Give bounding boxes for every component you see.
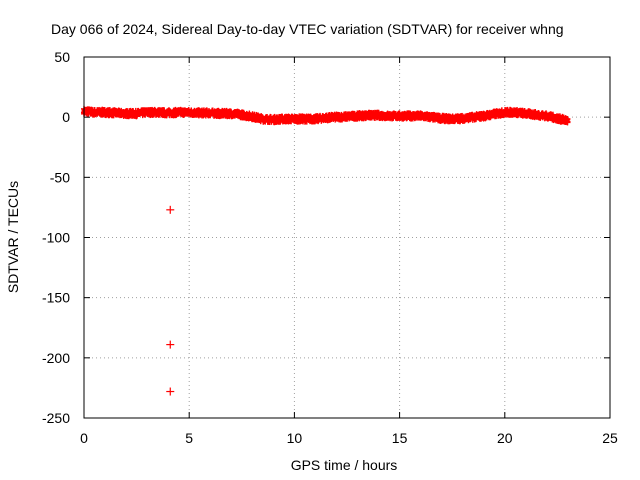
y-axis-label: SDTVAR / TECUs [5,181,21,293]
x-tick-label: 25 [602,430,618,446]
y-tick-labels: 50 0 -50 -100 -150 -200 -250 [42,49,70,426]
x-tick-label: 15 [392,430,408,446]
outlier-point [166,387,175,396]
chart-title: Day 066 of 2024, Sidereal Day-to-day VTE… [51,21,564,37]
x-tick-label: 20 [497,430,513,446]
axis-ticks [83,56,611,419]
y-tick-label: -50 [50,169,70,185]
x-axis-label: GPS time / hours [291,457,398,473]
data-point [564,116,571,123]
x-tick-label: 10 [287,430,303,446]
y-tick-label: 0 [62,109,70,125]
y-tick-label: 50 [54,49,70,65]
y-tick-label: -150 [42,290,70,306]
y-tick-label: -250 [42,410,70,426]
y-tick-label: -200 [42,350,70,366]
outlier-point [166,340,175,349]
x-tick-label: 0 [80,430,88,446]
outlier-point [166,205,175,214]
data-points [81,105,571,396]
x-tick-label: 5 [185,430,193,446]
y-tick-label: -100 [42,230,70,246]
x-tick-labels: 0 5 10 15 20 25 [80,430,618,446]
